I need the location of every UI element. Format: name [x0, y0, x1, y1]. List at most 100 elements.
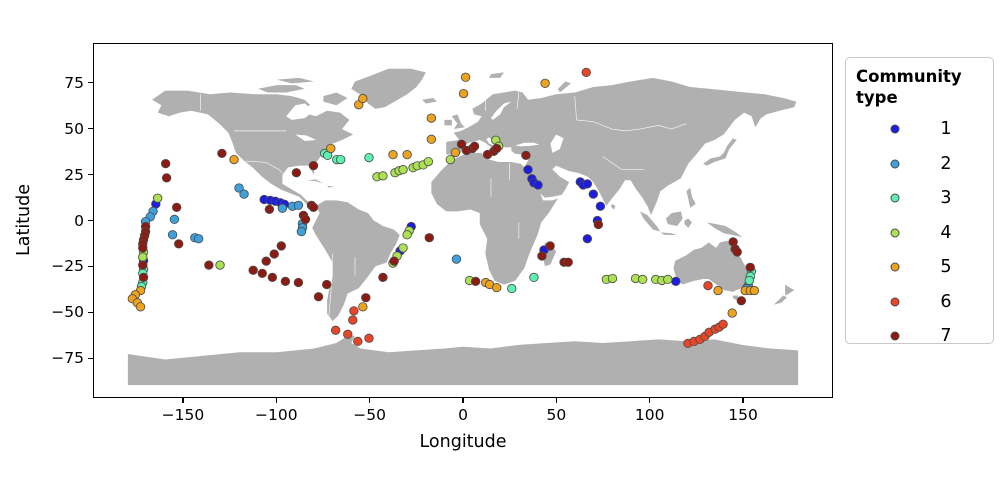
data-point-community-7 [171, 202, 182, 212]
data-point-community-7 [264, 204, 275, 214]
data-point-community-5 [388, 150, 398, 160]
data-point-community-4 [445, 154, 456, 165]
data-point-community-7 [469, 141, 480, 151]
data-point-community-7 [261, 256, 271, 266]
data-point-community-4 [423, 156, 434, 167]
legend-title: Community type [856, 67, 962, 107]
data-point-community-5 [450, 147, 461, 158]
y-tick-label: 75 [64, 73, 84, 92]
data-point-community-5 [727, 308, 737, 318]
data-point-community-4 [663, 274, 673, 285]
data-point-community-5 [458, 88, 469, 99]
data-point-community-6 [330, 325, 341, 335]
data-point-community-7 [174, 239, 184, 249]
landmass-caribbean [306, 179, 335, 188]
data-point-community-7 [257, 268, 268, 278]
legend-entry-label: 4 [940, 222, 952, 243]
data-point-community-4 [402, 230, 412, 240]
data-point-community-6 [581, 67, 591, 77]
data-point-community-1 [523, 165, 533, 175]
data-point-community-6 [348, 315, 358, 325]
data-point-community-7 [313, 292, 324, 302]
x-tick-label: −50 [353, 406, 387, 424]
data-point-community-7 [424, 233, 435, 243]
landmass-arctic-islands [258, 77, 348, 106]
data-point-community-4 [607, 273, 618, 284]
x-tick-label: 50 [546, 406, 567, 424]
landmass-north-america [152, 90, 354, 206]
data-point-community-2 [293, 200, 304, 210]
data-points-layer [127, 67, 760, 349]
data-point-community-7 [521, 150, 531, 161]
legend-entry-label: 2 [940, 153, 952, 174]
data-point-community-3 [529, 272, 539, 283]
data-point-community-5 [713, 285, 723, 296]
x-tick-label: 100 [634, 406, 665, 424]
data-point-community-7 [456, 139, 467, 149]
legend-marker-icon [890, 228, 900, 238]
world-map [127, 67, 799, 386]
x-tick-mark [368, 398, 371, 403]
data-point-community-3 [335, 154, 346, 165]
y-tick-label: 0 [74, 211, 84, 230]
legend-marker-icon [890, 124, 900, 134]
x-tick-label: −100 [255, 406, 298, 424]
data-point-community-3 [507, 283, 517, 294]
x-axis-label: Longitude [419, 432, 507, 452]
landmass-sri-lanka [611, 204, 616, 210]
landmass-iceland [422, 97, 437, 104]
x-tick-label: −150 [161, 406, 205, 424]
data-point-community-6 [364, 333, 374, 343]
data-point-community-2 [239, 189, 249, 199]
x-tick-mark [275, 398, 277, 403]
data-point-community-7 [291, 168, 302, 178]
x-tick-mark [742, 398, 744, 403]
data-point-community-5 [402, 150, 412, 160]
data-point-community-6 [353, 336, 363, 347]
x-tick-mark [648, 398, 651, 403]
data-point-community-7 [545, 241, 555, 251]
data-point-community-4 [398, 243, 408, 253]
legend: Community type 1 2 3 4 5 6 7 [845, 57, 994, 346]
y-tick-mark [88, 81, 93, 84]
data-point-community-2 [234, 183, 244, 193]
x-tick-mark [182, 398, 184, 403]
data-point-community-7 [308, 161, 319, 171]
data-point-community-2 [167, 230, 178, 240]
data-point-community-7 [293, 277, 304, 288]
legend-entry-7: 7 [846, 319, 993, 354]
data-point-community-2 [277, 203, 288, 213]
y-tick-label: 25 [64, 165, 84, 184]
data-point-community-4 [637, 274, 648, 285]
y-tick-mark [88, 265, 93, 268]
legend-entry-4: 4 [846, 216, 993, 251]
data-point-community-6 [349, 306, 359, 316]
y-tick-label: −25 [51, 257, 84, 276]
landmass-new-zealand [773, 284, 795, 305]
legend-entry-2: 2 [846, 147, 993, 182]
legend-marker-icon [890, 297, 900, 307]
legend-marker-icon [890, 262, 900, 272]
legend-entry-1: 1 [846, 112, 993, 147]
data-point-community-7 [491, 143, 502, 154]
legend-marker-icon [890, 159, 900, 169]
y-tick-mark [88, 219, 93, 222]
data-point-community-7 [138, 260, 148, 270]
landmass-japan [703, 138, 737, 166]
x-tick-mark [555, 398, 558, 403]
y-tick-mark [88, 357, 93, 360]
data-point-community-5 [358, 302, 368, 312]
data-point-community-2 [451, 254, 462, 264]
legend-entry-label: 7 [940, 326, 952, 347]
data-point-community-4 [378, 171, 388, 181]
landmass-greenland [351, 68, 426, 109]
data-point-community-7 [204, 260, 214, 270]
y-tick-mark [88, 311, 93, 314]
legend-entry-label: 3 [940, 188, 952, 209]
data-point-community-7 [563, 257, 573, 267]
data-point-community-2 [193, 234, 204, 244]
y-tick-label: −75 [51, 349, 84, 368]
data-point-community-6 [343, 329, 353, 339]
legend-entry-6: 6 [846, 285, 993, 320]
